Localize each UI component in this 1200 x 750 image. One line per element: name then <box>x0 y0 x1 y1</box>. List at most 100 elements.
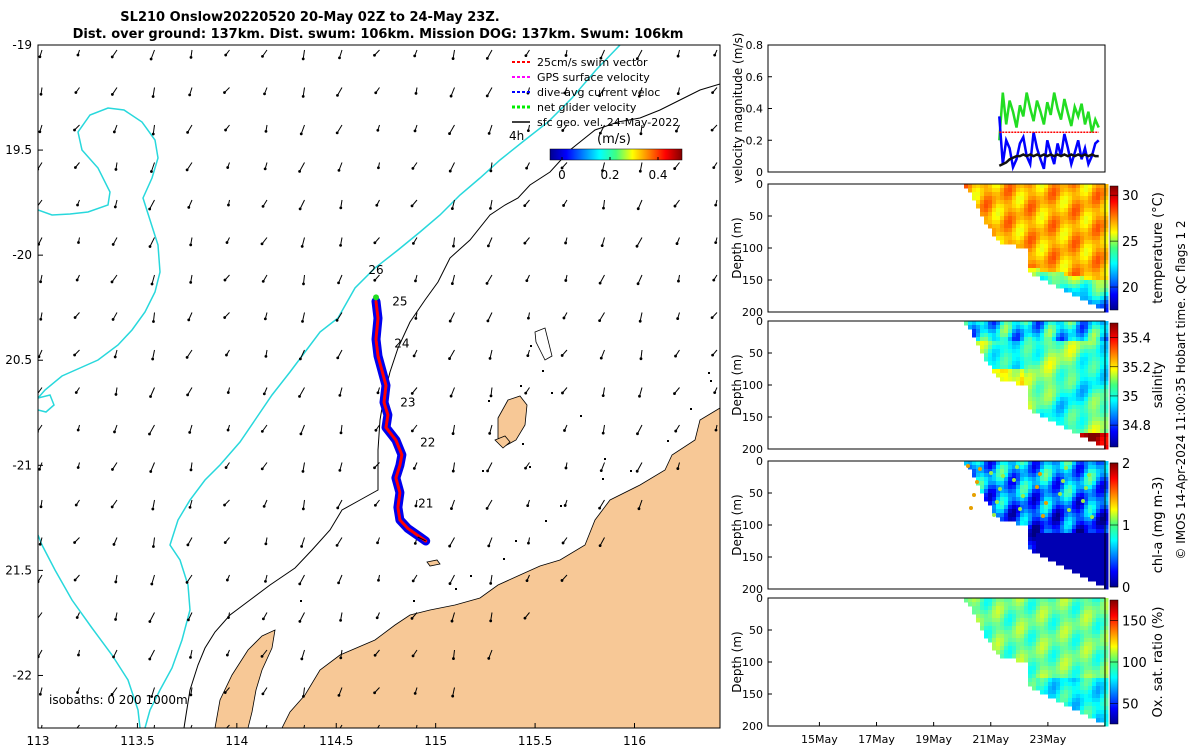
oxygen-cell <box>1004 642 1009 647</box>
salinity-cell <box>1044 373 1049 378</box>
current-vector-head <box>260 429 264 433</box>
chl-a-cell <box>1092 473 1097 478</box>
depth-tick-label: 150 <box>742 688 763 701</box>
oxygen-cell <box>1040 602 1045 607</box>
temperature-cell <box>992 208 997 213</box>
current-vector <box>336 537 343 546</box>
chl-a-cell <box>1080 501 1085 506</box>
temperature-cell <box>1092 296 1097 301</box>
salinity-cell <box>1036 341 1041 346</box>
chl-point <box>995 500 999 504</box>
temperature-cell <box>1060 256 1065 261</box>
salinity-cell <box>1100 381 1105 386</box>
temperature-cell <box>1104 208 1109 213</box>
oxygen-cell <box>996 638 1001 643</box>
current-vector-head <box>223 503 226 507</box>
oxygen-cell <box>1056 614 1061 619</box>
oxygen-cell <box>1064 650 1069 655</box>
temperature-cell <box>1072 192 1077 197</box>
temperature-cell <box>976 196 981 201</box>
oxygen-cell <box>1096 678 1101 683</box>
temperature-cell <box>1032 220 1037 225</box>
chl-a-cell <box>1100 477 1105 482</box>
salinity-cell <box>1092 437 1097 442</box>
chl-a-cell <box>1092 529 1097 534</box>
chl-a-cell <box>1040 465 1045 470</box>
salinity-cell <box>988 341 993 346</box>
oxygen-cell <box>1000 614 1005 619</box>
chl-a-cell <box>1080 545 1085 550</box>
oxygen-cell <box>1076 602 1081 607</box>
current-vector-head <box>710 128 714 132</box>
oxygen-cell <box>1008 618 1013 623</box>
chl-a-cell <box>1060 529 1065 534</box>
oxygen-cell <box>1052 622 1057 627</box>
current-vector-head <box>264 354 268 358</box>
chl-a-cell <box>1072 545 1077 550</box>
chl-a-cell <box>1088 505 1093 510</box>
oxygen-cell <box>1000 634 1005 639</box>
salinity-cell <box>1044 321 1049 326</box>
oxygen-cell <box>1064 674 1069 679</box>
chl-a-cell <box>984 485 989 490</box>
salinity-cell <box>996 357 1001 362</box>
temperature-cell <box>1000 204 1005 209</box>
chl-point <box>1090 515 1094 519</box>
chl-a-cell <box>1056 461 1061 466</box>
salinity-cell <box>1096 425 1101 430</box>
chl-a-cell <box>1104 549 1109 554</box>
salinity-cell <box>1104 341 1109 346</box>
chl-a-cell <box>1092 509 1097 514</box>
legend-net-velocity: net glider velocity <box>537 101 637 114</box>
chl-a-cell <box>996 481 1001 486</box>
salinity-cell <box>1064 381 1069 386</box>
chl-a-cell <box>1060 485 1065 490</box>
salinity-cell <box>1104 365 1109 370</box>
salinity-cell <box>1096 421 1101 426</box>
chl-a-cell <box>1060 553 1065 558</box>
current-vector-head <box>301 57 305 61</box>
oxygen-cell <box>1076 674 1081 679</box>
salinity-cell <box>988 333 993 338</box>
chl-a-cell <box>1104 573 1109 578</box>
salinity-cell <box>1096 349 1101 354</box>
chl-a-cell <box>1100 465 1105 470</box>
chl-a-cell <box>1052 525 1057 530</box>
temperature-cell <box>1060 280 1065 285</box>
temperature-cell <box>1028 204 1033 209</box>
temperature-cell <box>1068 200 1073 205</box>
temperature-cell <box>984 196 989 201</box>
oxygen-cell <box>1092 690 1097 695</box>
chl-a-cell <box>1100 497 1105 502</box>
oxygen-cell <box>1036 678 1041 683</box>
temperature-cell <box>1072 204 1077 209</box>
temperature-cell <box>1036 272 1041 277</box>
temperature-cell <box>1004 216 1009 221</box>
chl-a-cell <box>1052 537 1057 542</box>
salinity-cell <box>992 345 997 350</box>
temperature-cell <box>1036 228 1041 233</box>
oxygen-cell <box>1012 618 1017 623</box>
chl-a-cell <box>1104 505 1109 510</box>
salinity-cell <box>980 321 985 326</box>
temperature-cell <box>1048 240 1053 245</box>
current-vector <box>452 462 455 472</box>
temperature-cell <box>1012 204 1017 209</box>
chl-a-cell <box>1020 461 1025 466</box>
temperature-cell <box>1084 272 1089 277</box>
chl-a-cell <box>1048 505 1053 510</box>
chl-a-cell <box>1084 541 1089 546</box>
temperature-cell <box>1100 208 1105 213</box>
salinity-cell <box>1060 385 1065 390</box>
chl-a-cell <box>1024 489 1029 494</box>
temperature-cell <box>1104 292 1109 297</box>
temperature-cell <box>1096 280 1101 285</box>
peninsula <box>214 629 276 728</box>
oxygen-cell <box>1016 626 1021 631</box>
salinity-cell <box>1100 437 1105 442</box>
salinity-cell <box>1088 429 1093 434</box>
salinity-cell <box>1092 401 1097 406</box>
temperature-cell <box>1084 296 1089 301</box>
chl-a-cell <box>1032 533 1037 538</box>
